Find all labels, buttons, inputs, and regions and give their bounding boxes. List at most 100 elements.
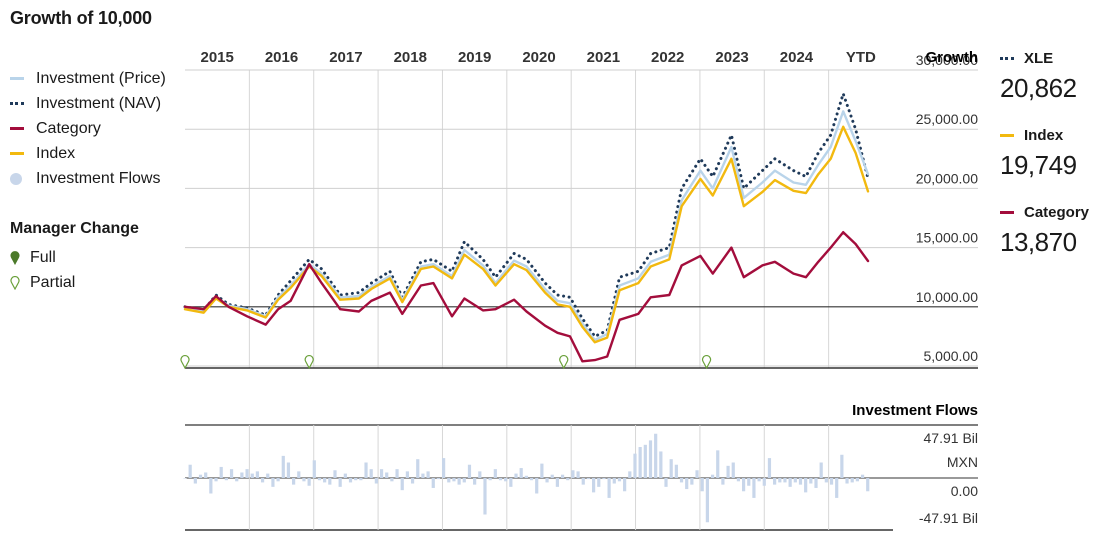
legend-label: Investment (Price) bbox=[36, 69, 166, 87]
flow-bar bbox=[188, 464, 192, 478]
flow-bar bbox=[271, 478, 275, 487]
right-legend-xle: XLE 20,862 bbox=[1000, 50, 1077, 104]
growth-x-axis: 2015 2016 2017 2018 2019 2020 2021 2022 2023 2024… bbox=[200, 49, 875, 66]
right-legend-index: Index 19,749 bbox=[1000, 127, 1077, 181]
flow-bar bbox=[193, 478, 197, 484]
partial-pin-icon bbox=[10, 276, 20, 290]
flow-bar bbox=[343, 473, 347, 478]
pin-shape bbox=[304, 354, 314, 370]
flow-bar bbox=[860, 474, 865, 478]
manager-change-partial-pin-icon bbox=[180, 354, 190, 370]
flow-bar bbox=[597, 478, 601, 487]
flows-title: Investment Flows bbox=[852, 402, 978, 419]
flow-bar bbox=[457, 478, 461, 485]
flow-bar bbox=[555, 478, 559, 487]
flow-bar bbox=[297, 471, 301, 478]
flow-bar bbox=[783, 478, 787, 483]
flow-bar bbox=[514, 473, 518, 478]
partial-label: Partial bbox=[30, 274, 76, 291]
flow-bar bbox=[819, 462, 823, 478]
manager-change-markers bbox=[180, 354, 712, 370]
flow-bar bbox=[478, 471, 482, 478]
chart-title: Growth of 10,000 bbox=[10, 8, 152, 28]
flow-bar bbox=[659, 451, 663, 478]
flow-bar bbox=[250, 473, 254, 478]
flow-bar bbox=[648, 440, 653, 478]
flow-bar bbox=[623, 478, 627, 492]
x-tick-label: 2020 bbox=[522, 49, 555, 66]
legend-item-investment-price: Investment (Price) bbox=[10, 66, 166, 91]
legend-swatch-nav bbox=[10, 102, 24, 105]
x-tick-label: 2018 bbox=[394, 49, 427, 66]
manager-change-partial-pin-icon bbox=[559, 354, 569, 370]
flow-bar bbox=[379, 469, 384, 478]
flow-bar bbox=[281, 455, 285, 478]
flow-bar bbox=[586, 478, 591, 480]
flow-bar bbox=[540, 463, 544, 478]
right-legend-value: 19,749 bbox=[1000, 150, 1077, 180]
manager-change-partial-pin-icon bbox=[304, 354, 314, 370]
flow-bar bbox=[669, 459, 673, 478]
flow-bar bbox=[824, 478, 828, 483]
legend-label: Index bbox=[36, 144, 76, 162]
flow-bar bbox=[333, 470, 337, 478]
flow-bar bbox=[716, 450, 720, 478]
x-tick-label: YTD bbox=[846, 49, 876, 66]
flow-bar bbox=[390, 478, 394, 482]
flow-bar bbox=[483, 478, 487, 515]
right-legend-name: XLE bbox=[1024, 50, 1054, 67]
flow-bar bbox=[674, 464, 678, 478]
flows-y-axis: 47.91 Bil MXN 0.00 -47.91 Bil bbox=[919, 430, 978, 526]
series-line-index bbox=[183, 125, 870, 344]
flow-bar bbox=[235, 478, 239, 482]
flow-bar bbox=[266, 473, 270, 478]
flow-bar bbox=[354, 478, 358, 481]
flow-bar bbox=[617, 478, 622, 482]
flow-bar bbox=[685, 478, 689, 490]
flow-bar bbox=[850, 478, 854, 483]
flow-bar bbox=[442, 458, 446, 478]
flow-bar bbox=[224, 478, 228, 481]
flow-bar bbox=[721, 478, 725, 485]
flow-bar bbox=[426, 471, 430, 478]
flow-bar bbox=[804, 478, 808, 493]
flow-bar bbox=[628, 471, 632, 478]
y-tick-label: 30,000.00 bbox=[916, 52, 978, 68]
flow-bar bbox=[809, 478, 813, 484]
flow-bar bbox=[710, 474, 715, 478]
x-tick-label: 2021 bbox=[587, 49, 620, 66]
flow-bar bbox=[255, 471, 260, 478]
flow-bar bbox=[773, 478, 777, 485]
pin-shape bbox=[559, 354, 569, 370]
flow-bar bbox=[447, 478, 451, 483]
right-swatch-category bbox=[1000, 211, 1014, 214]
flow-bar bbox=[529, 478, 534, 481]
flow-bar bbox=[560, 474, 565, 478]
flow-bar bbox=[814, 478, 818, 488]
flows-y-tick-label: 47.91 Bil bbox=[924, 430, 978, 446]
flow-bar bbox=[416, 459, 420, 478]
flow-bar bbox=[245, 469, 249, 478]
legend-swatch-flows bbox=[10, 172, 22, 185]
flow-bar bbox=[767, 458, 772, 478]
flow-bar bbox=[566, 478, 570, 481]
flow-bar bbox=[757, 478, 761, 482]
flow-bar bbox=[307, 478, 311, 486]
growth-y-axis: 30,000.00 25,000.00 20,000.00 15,000.00 10,0… bbox=[916, 52, 979, 364]
flow-bar bbox=[369, 469, 373, 478]
legend-item-investment-flows: Investment Flows bbox=[10, 166, 166, 191]
flow-bar bbox=[292, 478, 296, 485]
full-pin-icon bbox=[10, 251, 20, 265]
flow-bar bbox=[747, 478, 751, 486]
y-tick-label: 25,000.00 bbox=[916, 111, 978, 127]
right-swatch-xle bbox=[1000, 57, 1014, 60]
flow-bar bbox=[395, 469, 399, 478]
flow-bar bbox=[736, 478, 741, 482]
full-label: Full bbox=[30, 249, 56, 266]
flow-bar bbox=[741, 478, 746, 492]
flow-bar bbox=[229, 469, 234, 478]
y-tick-label: 20,000.00 bbox=[916, 170, 978, 186]
right-legend-value: 13,870 bbox=[1000, 227, 1077, 257]
flow-bar bbox=[348, 478, 353, 483]
flow-bar bbox=[385, 472, 389, 478]
